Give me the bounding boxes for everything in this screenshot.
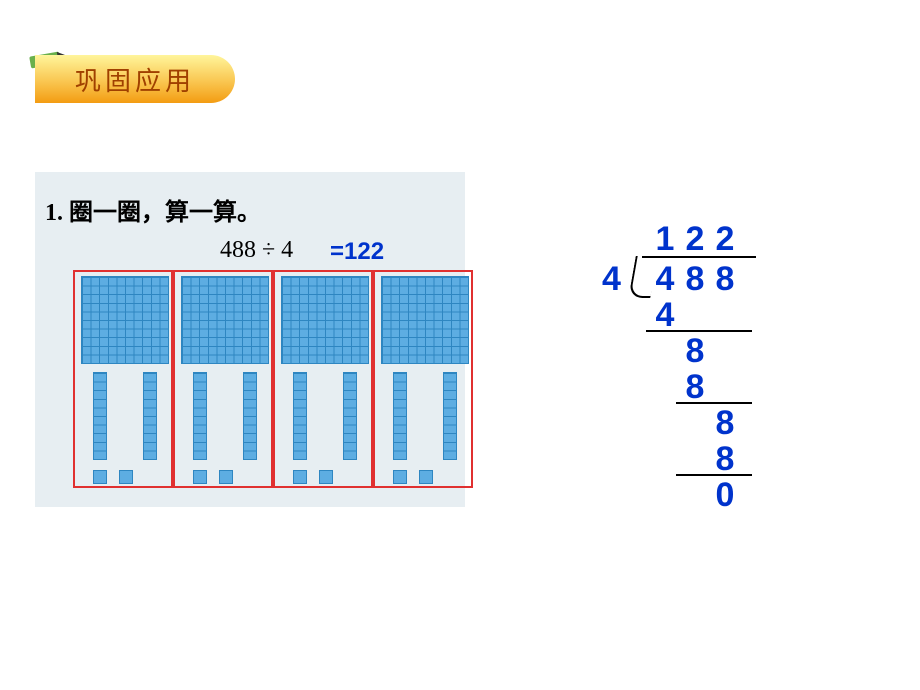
one-cube [219, 470, 233, 484]
equation-text: 488 ÷ 4 [220, 237, 293, 264]
problem-panel: 1. 圈一圈，算一算。 488 ÷ 4 =122 [35, 172, 465, 507]
quotient-digit: 2 [680, 220, 710, 259]
work-digit: 8 [680, 332, 710, 371]
answer-value: 122 [344, 238, 384, 265]
ten-rod [243, 372, 257, 460]
badge-text: 巩固应用 [75, 61, 195, 98]
hundred-block [381, 276, 469, 364]
one-cube [93, 470, 107, 484]
quotient-digit: 1 [650, 220, 680, 259]
ten-rod [393, 372, 407, 460]
hundred-block [181, 276, 269, 364]
quotient-digit: 2 [710, 220, 740, 259]
block-group [373, 270, 473, 488]
digit: 8 [680, 332, 710, 371]
hundred-block [81, 276, 169, 364]
divisor: 4 [602, 260, 621, 299]
dividend-digit: 8 [710, 260, 740, 299]
blocks-diagram [73, 270, 503, 500]
division-bar [642, 256, 756, 258]
one-cube [319, 470, 333, 484]
dividend-digit: 4 [650, 260, 680, 299]
one-cube [293, 470, 307, 484]
digit: 8 [710, 404, 740, 443]
one-cube [393, 470, 407, 484]
quotient-row: 122 [650, 220, 740, 259]
one-cube [419, 470, 433, 484]
work-digit: 8 [710, 404, 740, 443]
equation-expr: 488 ÷ 4 [220, 237, 293, 263]
one-cube [119, 470, 133, 484]
equals-sign: = [330, 238, 344, 265]
block-group [73, 270, 173, 488]
equation-answer: =122 [330, 238, 384, 266]
one-cube [193, 470, 207, 484]
problem-title: 1. 圈一圈，算一算。 [45, 192, 261, 227]
block-group [273, 270, 373, 488]
section-badge: 巩固应用 [35, 55, 235, 103]
block-group [173, 270, 273, 488]
ten-rod [443, 372, 457, 460]
problem-text: 圈一圈，算一算。 [69, 200, 261, 226]
ten-rod [293, 372, 307, 460]
dividend-row: 488 [650, 260, 740, 299]
ten-rod [343, 372, 357, 460]
ten-rod [93, 372, 107, 460]
hundred-block [281, 276, 369, 364]
dividend-digit: 8 [680, 260, 710, 299]
work-digit: 0 [710, 476, 740, 515]
digit: 0 [710, 476, 740, 515]
ten-rod [193, 372, 207, 460]
ten-rod [143, 372, 157, 460]
problem-number: 1. [45, 200, 63, 226]
